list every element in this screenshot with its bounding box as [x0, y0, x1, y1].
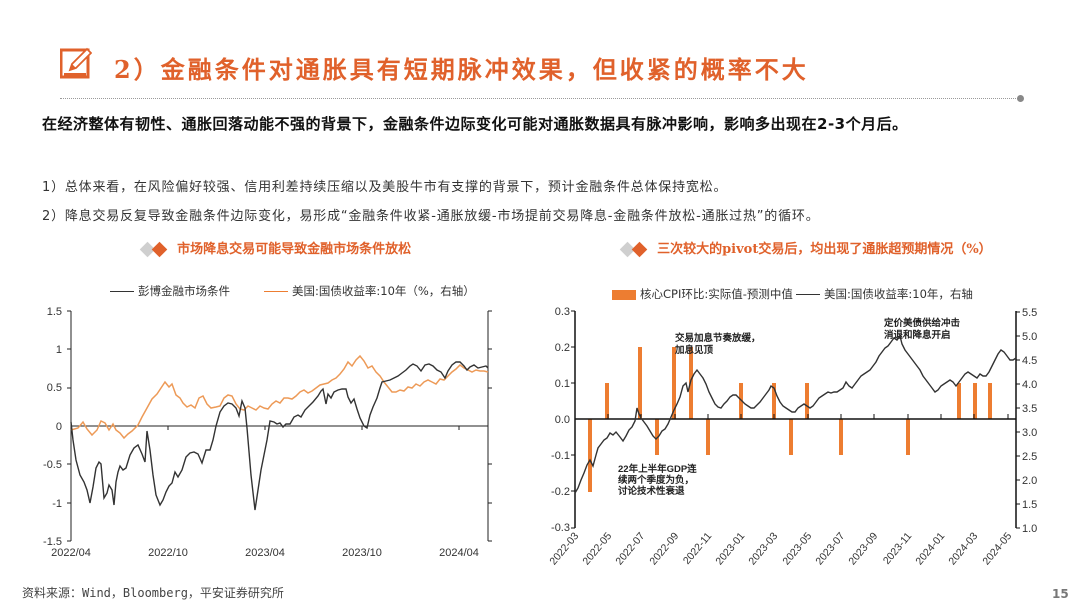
svg-text:-0.1: -0.1	[551, 450, 570, 462]
svg-text:2022/10: 2022/10	[148, 547, 188, 559]
right-legend-item-2: 美国:国债收益率:10年，右轴	[796, 286, 973, 302]
svg-text:2023-09: 2023-09	[846, 530, 880, 567]
annotation-supply-shock: 定价美债供给冲击	[883, 317, 961, 329]
left-chart-title-group: 市场降息交易可能导致金融市场条件放松	[139, 238, 412, 258]
svg-text:2023-11: 2023-11	[881, 530, 915, 567]
svg-text:1.0: 1.0	[1022, 523, 1037, 535]
diamond-orange-icon	[631, 241, 647, 258]
left-chart-title: 市场降息交易可能导致金融市场条件放松	[177, 242, 412, 257]
svg-text:1.5: 1.5	[1022, 499, 1037, 511]
svg-text:2.0: 2.0	[1022, 475, 1037, 487]
svg-text:2024-03: 2024-03	[946, 530, 980, 567]
page-title: 2）金融条件对通胀具有短期脉冲效果，但收紧的概率不大	[114, 55, 809, 84]
svg-text:2023-01: 2023-01	[713, 530, 747, 567]
annotation-rate-hike-slowdown: 交易加息节奏放缓，	[675, 332, 761, 344]
svg-text:2023-03: 2023-03	[746, 530, 780, 567]
svg-text:-0.2: -0.2	[551, 486, 570, 498]
right-chart: 0.3 0.2 0.1 0.0 -0.1 -0.2 -0.3 5.5 5.0 4…	[547, 306, 1037, 567]
edit-pencil-icon	[60, 47, 92, 79]
divider-dot	[1017, 95, 1024, 102]
svg-text:4.0: 4.0	[1022, 379, 1037, 391]
right-chart-title: 三次较大的pivot交易后，均出现了通胀超预期情况（%）	[657, 242, 992, 257]
right-chart-title-group: 三次较大的pivot交易后，均出现了通胀超预期情况（%）	[619, 238, 992, 258]
legend-line-orange-icon	[264, 291, 288, 292]
svg-text:-0.3: -0.3	[551, 522, 570, 534]
page-number: 15	[1052, 587, 1069, 601]
svg-text:2024-05: 2024-05	[980, 530, 1014, 567]
svg-text:2022-11: 2022-11	[681, 530, 715, 567]
svg-text:1.5: 1.5	[47, 306, 62, 318]
lead-text: 在经济整体有韧性、通胀回落动能不强的背景下，金融条件边际变化可能对通胀数据具有脉…	[42, 115, 908, 133]
svg-text:0.0: 0.0	[555, 414, 570, 426]
svg-text:0.3: 0.3	[555, 306, 570, 318]
svg-text:3.5: 3.5	[1022, 403, 1037, 415]
source-note: 资料来源：Wind，Bloomberg，平安证券研究所	[22, 586, 284, 600]
svg-text:-1.5: -1.5	[43, 536, 62, 548]
svg-text:2023/10: 2023/10	[342, 547, 382, 559]
legend-bar-orange-icon	[612, 289, 636, 300]
svg-text:0.1: 0.1	[555, 378, 570, 390]
svg-text:2022-03: 2022-03	[547, 530, 581, 567]
svg-text:3.0: 3.0	[1022, 427, 1037, 439]
svg-text:1: 1	[56, 344, 62, 356]
svg-text:0.5: 0.5	[47, 382, 62, 394]
title-divider	[60, 98, 1020, 99]
bullet-2: 2）降息交易反复导致金融条件边际变化，易形成“金融条件收紧-通胀放缓-市场提前交…	[42, 209, 820, 224]
legend-line-black-icon	[110, 291, 134, 292]
svg-text:2.5: 2.5	[1022, 451, 1037, 463]
svg-text:0: 0	[56, 421, 62, 433]
left-legend-item-1: 彭博金融市场条件	[110, 283, 230, 299]
svg-text:2023-05: 2023-05	[780, 530, 814, 567]
annotation-technical-recession: 22年上半年GDP连	[618, 463, 697, 475]
svg-text:5.0: 5.0	[1022, 331, 1037, 343]
svg-text:消退和降息开启: 消退和降息开启	[884, 329, 951, 341]
svg-text:0.2: 0.2	[555, 342, 570, 354]
svg-text:-0.5: -0.5	[43, 459, 62, 471]
svg-text:2022-05: 2022-05	[580, 530, 614, 567]
svg-text:2023-07: 2023-07	[813, 530, 847, 567]
left-legend-item-2: 美国:国债收益率:10年（%，右轴）	[264, 283, 475, 299]
bullet-1: 1）总体来看，在风险偏好较强、信用利差持续压缩以及美股牛市有支撑的背景下，预计金…	[42, 180, 728, 195]
legend-line-black-icon	[796, 294, 820, 295]
svg-text:2024/04: 2024/04	[439, 547, 479, 559]
svg-text:续两个季度为负，: 续两个季度为负，	[618, 474, 694, 486]
svg-text:-1: -1	[52, 498, 62, 510]
svg-text:2022-09: 2022-09	[647, 530, 681, 567]
svg-text:讨论技术性衰退: 讨论技术性衰退	[618, 485, 685, 497]
svg-text:2024-01: 2024-01	[913, 530, 947, 567]
svg-text:2022/04: 2022/04	[51, 547, 91, 559]
svg-text:5.5: 5.5	[1022, 307, 1037, 319]
diamond-orange-icon	[151, 241, 167, 258]
right-legend-item-1: 核心CPI环比:实际值-预测中值	[612, 286, 793, 302]
svg-text:2023/04: 2023/04	[245, 547, 285, 559]
svg-text:2022-07: 2022-07	[613, 530, 647, 567]
svg-text:加息见顶: 加息见顶	[674, 344, 714, 356]
svg-text:4.5: 4.5	[1022, 355, 1037, 367]
left-chart: 1.5 1 0.5 0 -0.5 -1 -1.5 6 5 4 3 2 1 0 2…	[43, 306, 492, 559]
